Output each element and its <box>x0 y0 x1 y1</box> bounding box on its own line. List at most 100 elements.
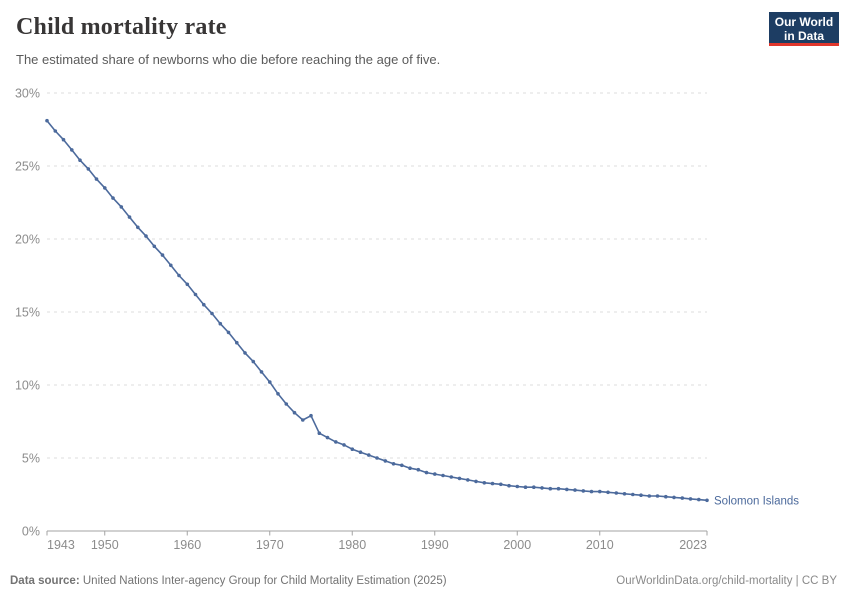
data-point-marker[interactable] <box>53 129 58 133</box>
data-point-marker[interactable] <box>235 340 239 345</box>
data-point-marker[interactable] <box>94 177 99 181</box>
data-point-marker[interactable] <box>284 402 289 406</box>
data-point-marker[interactable] <box>556 486 561 491</box>
data-point-marker[interactable] <box>136 225 140 230</box>
data-point-marker[interactable] <box>152 244 157 249</box>
data-point-marker[interactable] <box>523 485 528 490</box>
data-point-marker[interactable] <box>259 370 264 374</box>
data-point-marker[interactable] <box>334 440 338 444</box>
data-point-marker[interactable] <box>144 234 148 238</box>
data-point-marker[interactable] <box>606 490 610 495</box>
data-point-marker[interactable] <box>86 167 91 171</box>
data-point-marker[interactable] <box>358 450 363 455</box>
y-tick-label: 10% <box>15 379 40 393</box>
chart-subtitle: The estimated share of newborns who die … <box>16 52 441 67</box>
data-point-marker[interactable] <box>400 463 404 468</box>
data-point-marker[interactable] <box>160 253 165 257</box>
data-point-marker[interactable] <box>688 497 693 501</box>
data-point-marker[interactable] <box>581 489 586 493</box>
chart-footer: Data source: United Nations Inter-agency… <box>10 575 837 587</box>
data-point-marker[interactable] <box>375 456 379 460</box>
x-tick-label: 2010 <box>586 538 614 552</box>
data-point-marker[interactable] <box>193 292 198 297</box>
data-point-marker[interactable] <box>45 118 49 123</box>
data-point-marker[interactable] <box>317 431 322 436</box>
data-point-marker[interactable] <box>169 263 173 268</box>
data-point-marker[interactable] <box>218 321 223 326</box>
data-point-marker[interactable] <box>383 459 388 463</box>
data-point-marker[interactable] <box>449 475 454 479</box>
data-point-marker[interactable] <box>185 282 190 287</box>
data-point-marker[interactable] <box>499 482 503 487</box>
data-point-marker[interactable] <box>103 186 107 190</box>
data-point-marker[interactable] <box>408 466 412 471</box>
data-point-marker[interactable] <box>622 492 627 496</box>
x-tick-label: 1943 <box>47 538 75 552</box>
data-point-marker[interactable] <box>111 196 115 200</box>
data-point-marker[interactable] <box>697 497 701 502</box>
x-tick-label: 1960 <box>173 538 201 552</box>
data-point-marker[interactable] <box>177 273 181 278</box>
license-credit[interactable]: OurWorldinData.org/child-mortality | CC … <box>616 575 837 587</box>
data-point-marker[interactable] <box>367 453 371 457</box>
data-point-marker[interactable] <box>507 483 511 488</box>
data-point-marker[interactable] <box>466 478 470 482</box>
data-point-marker[interactable] <box>202 302 206 307</box>
data-point-marker[interactable] <box>433 472 437 476</box>
data-point-marker[interactable] <box>680 496 685 500</box>
data-point-marker[interactable] <box>342 443 346 447</box>
data-point-marker[interactable] <box>243 351 247 355</box>
data-point-marker[interactable] <box>515 484 520 489</box>
data-point-marker[interactable] <box>598 489 602 494</box>
y-tick-label: 25% <box>15 160 40 174</box>
data-point-marker[interactable] <box>268 380 272 384</box>
data-point-marker[interactable] <box>119 205 124 209</box>
data-point-marker[interactable] <box>441 473 445 478</box>
data-point-marker[interactable] <box>457 476 462 481</box>
y-tick-label: 5% <box>22 452 40 466</box>
data-point-marker[interactable] <box>540 486 544 490</box>
data-point-marker[interactable] <box>391 462 396 466</box>
data-point-marker[interactable] <box>548 486 553 491</box>
data-point-marker[interactable] <box>490 481 495 486</box>
series-end-label[interactable]: Solomon Islands <box>714 495 799 507</box>
data-point-marker[interactable] <box>532 485 536 490</box>
owid-logo[interactable]: Our World in Data <box>769 12 839 46</box>
data-point-marker[interactable] <box>664 494 668 499</box>
data-point-marker[interactable] <box>482 481 487 485</box>
data-point-marker[interactable] <box>672 495 676 500</box>
data-point-marker[interactable] <box>292 410 297 415</box>
data-point-marker[interactable] <box>309 413 313 418</box>
data-point-marker[interactable] <box>70 148 74 152</box>
x-tick-label: 2000 <box>503 538 531 552</box>
data-point-marker[interactable] <box>226 330 231 335</box>
data-point-marker[interactable] <box>301 418 305 422</box>
data-point-marker[interactable] <box>631 492 635 497</box>
data-point-marker[interactable] <box>350 447 355 452</box>
data-point-marker[interactable] <box>127 215 132 219</box>
data-point-marker[interactable] <box>424 470 429 475</box>
data-point-marker[interactable] <box>647 494 652 498</box>
data-point-marker[interactable] <box>325 435 330 440</box>
data-point-marker[interactable] <box>565 487 569 492</box>
data-point-marker[interactable] <box>589 489 594 494</box>
x-tick-label: 1970 <box>256 538 284 552</box>
data-point-marker[interactable] <box>655 494 660 498</box>
data-source-label: Data source: <box>10 575 80 587</box>
series-line[interactable] <box>46 119 708 502</box>
data-point-marker[interactable] <box>210 311 214 316</box>
page-title: Child mortality rate <box>16 14 227 40</box>
data-point-marker[interactable] <box>416 467 421 472</box>
data-point-marker[interactable] <box>705 498 709 503</box>
data-point-marker[interactable] <box>614 491 619 495</box>
data-point-marker[interactable] <box>61 137 66 142</box>
data-source-text: United Nations Inter-agency Group for Ch… <box>79 575 447 587</box>
data-point-marker[interactable] <box>251 359 256 364</box>
data-point-marker[interactable] <box>474 479 478 484</box>
data-point-marker[interactable] <box>573 488 577 492</box>
data-point-marker[interactable] <box>276 392 280 396</box>
data-point-marker[interactable] <box>78 158 82 162</box>
data-point-marker[interactable] <box>639 493 643 498</box>
